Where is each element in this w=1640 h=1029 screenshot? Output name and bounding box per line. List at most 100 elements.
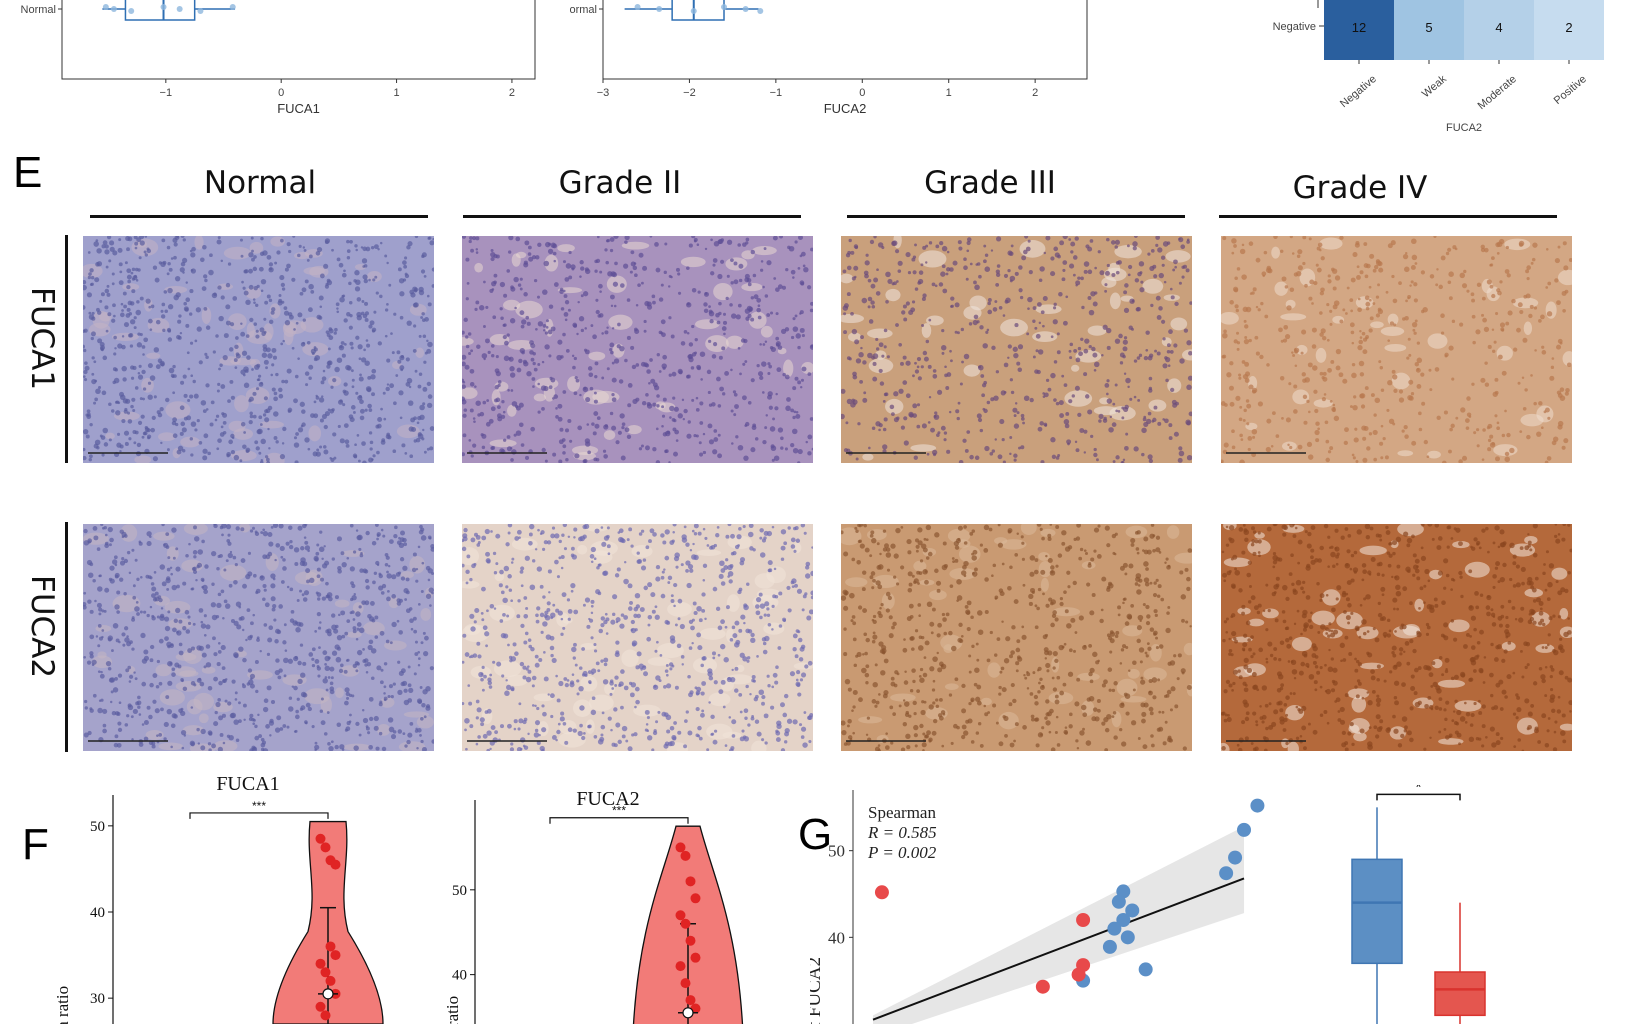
cell-nucleus <box>240 332 245 337</box>
cell-nucleus <box>480 717 485 722</box>
cell-nucleus <box>122 377 126 381</box>
cell-nucleus <box>401 576 405 580</box>
cell-nucleus <box>168 337 172 341</box>
cell-nucleus <box>83 370 87 374</box>
cell-nucleus <box>678 292 681 295</box>
cell-nucleus <box>317 568 321 572</box>
cell-nucleus <box>541 631 544 634</box>
cell-nucleus <box>1148 388 1152 392</box>
cell-nucleus <box>1484 361 1487 364</box>
cell-nucleus <box>216 615 219 618</box>
cell-nucleus <box>338 425 341 428</box>
cell-nucleus <box>258 452 261 455</box>
cell-nucleus <box>101 292 105 296</box>
cell-nucleus <box>221 260 223 262</box>
cell-nucleus <box>245 369 249 373</box>
cell-nucleus <box>557 404 562 409</box>
cell-nucleus <box>1143 417 1147 421</box>
cell-nucleus <box>1111 273 1115 277</box>
cell-nucleus <box>1013 347 1018 352</box>
cell-nucleus <box>270 573 275 578</box>
cell-nucleus <box>411 427 416 432</box>
cell-nucleus <box>247 682 250 685</box>
cell-nucleus <box>543 261 549 267</box>
cell-nucleus <box>882 444 887 449</box>
cell-nucleus <box>618 431 622 435</box>
cell-nucleus <box>696 365 701 370</box>
cell-nucleus <box>475 301 479 305</box>
cell-nucleus <box>476 251 479 254</box>
cell-nucleus <box>906 393 911 398</box>
cell-nucleus <box>180 332 182 334</box>
cell-nucleus <box>735 667 739 671</box>
cell-nucleus <box>941 745 944 748</box>
cell-nucleus <box>241 422 245 426</box>
cell-nucleus <box>687 302 690 305</box>
cell-nucleus <box>105 534 108 537</box>
cell-nucleus <box>289 697 292 700</box>
cell-nucleus <box>682 663 684 665</box>
cell-nucleus <box>546 326 549 329</box>
cell-nucleus <box>951 305 954 308</box>
cell-nucleus <box>653 729 656 732</box>
micrograph-fuca1-grade-ii <box>462 236 813 463</box>
cell-nucleus <box>1496 426 1500 430</box>
cell-nucleus <box>923 351 927 355</box>
cell-nucleus <box>366 671 369 674</box>
cell-nucleus <box>180 708 183 711</box>
cell-nucleus <box>239 459 242 462</box>
cell-nucleus <box>1297 249 1302 254</box>
cell-nucleus <box>388 565 390 567</box>
cell-nucleus <box>1385 455 1389 459</box>
cell-nucleus <box>639 532 643 536</box>
cell-nucleus <box>378 573 381 576</box>
cell-nucleus <box>614 684 617 687</box>
cell-nucleus <box>963 265 968 270</box>
cell-nucleus <box>167 448 170 451</box>
cell-nucleus <box>794 584 798 588</box>
cell-nucleus <box>729 579 733 583</box>
cell-nucleus <box>317 612 321 616</box>
cell-nucleus <box>297 357 300 360</box>
cell-nucleus <box>374 572 377 575</box>
cell-nucleus <box>136 601 139 604</box>
cell-nucleus <box>113 352 116 355</box>
cell-nucleus <box>154 395 157 398</box>
cell-nucleus <box>1411 265 1416 270</box>
cell-nucleus <box>631 733 634 736</box>
cell-nucleus <box>171 527 176 532</box>
cell-nucleus <box>1009 453 1011 455</box>
cell-nucleus <box>249 318 253 322</box>
cell-nucleus <box>784 740 787 743</box>
cell-nucleus <box>1358 340 1363 345</box>
cell-nucleus <box>155 592 159 596</box>
cell-nucleus <box>234 358 238 362</box>
cell-nucleus <box>1334 416 1339 421</box>
cell-nucleus <box>162 329 165 332</box>
cell-nucleus <box>582 525 587 530</box>
cell-nucleus <box>1327 279 1331 283</box>
cell-nucleus <box>268 447 270 449</box>
cell-nucleus <box>872 634 877 639</box>
cell-nucleus <box>1029 270 1033 274</box>
cell-nucleus <box>365 585 369 589</box>
cell-nucleus <box>1127 386 1129 388</box>
cell-nucleus <box>1062 260 1067 265</box>
cell-nucleus <box>1402 429 1405 432</box>
cell-nucleus <box>1019 288 1023 292</box>
cell-nucleus <box>316 396 320 400</box>
cell-nucleus <box>147 249 151 253</box>
cell-nucleus <box>621 455 626 460</box>
cell-nucleus <box>1360 393 1365 398</box>
cell-nucleus <box>1256 306 1258 308</box>
cell-nucleus <box>1545 286 1548 289</box>
cell-nucleus <box>1319 332 1324 337</box>
cell-nucleus <box>1053 306 1056 309</box>
cell-nucleus <box>782 713 787 718</box>
cell-nucleus <box>124 408 127 411</box>
cell-nucleus <box>1165 379 1169 383</box>
cell-nucleus <box>588 372 593 377</box>
stroma-patch <box>987 662 1000 677</box>
cell-nucleus <box>256 330 259 333</box>
cell-nucleus <box>630 250 634 254</box>
